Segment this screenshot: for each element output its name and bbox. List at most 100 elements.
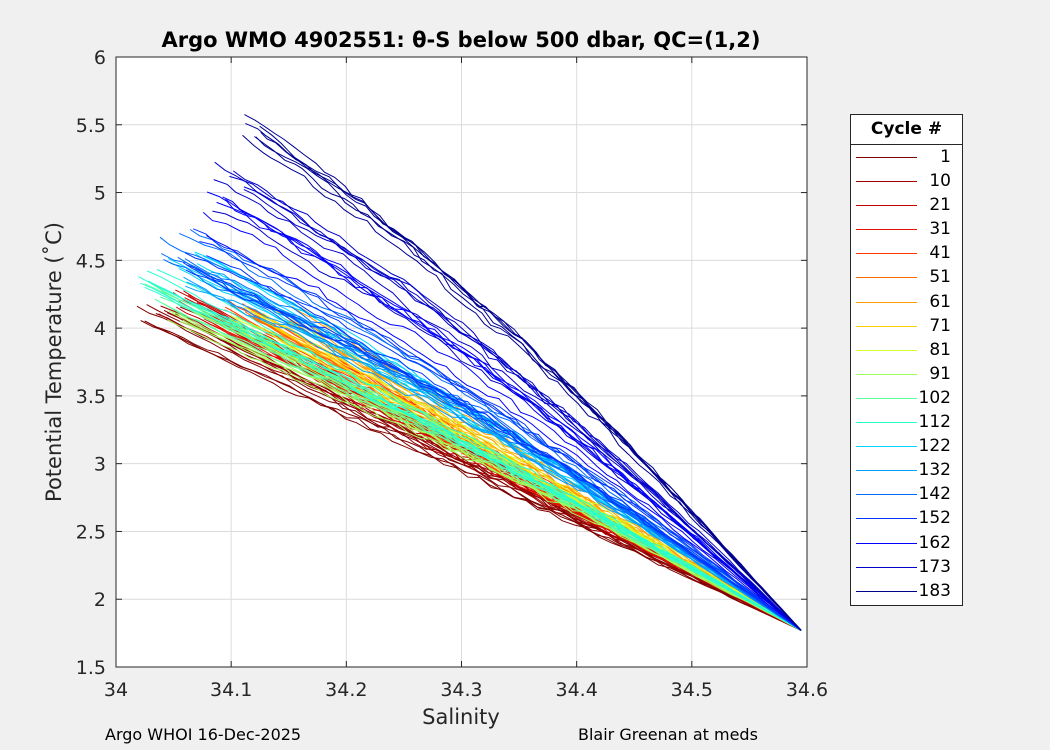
x-tick-label: 34.3 bbox=[440, 679, 482, 701]
legend-entry: 51 bbox=[851, 265, 962, 289]
legend-line-swatch bbox=[856, 446, 917, 448]
y-tick-label: 2.5 bbox=[76, 521, 106, 543]
legend-label: 31 bbox=[929, 219, 951, 240]
profile-line bbox=[144, 320, 802, 631]
legend-entry: 81 bbox=[851, 338, 962, 362]
profile-line bbox=[163, 258, 802, 631]
legend-line-swatch bbox=[856, 590, 917, 592]
legend-label: 122 bbox=[918, 436, 951, 457]
legend-entry: 183 bbox=[851, 579, 962, 603]
profile-line bbox=[212, 210, 802, 631]
legend-line-swatch bbox=[856, 349, 917, 351]
legend-entry: 102 bbox=[851, 386, 962, 410]
profile-line bbox=[166, 312, 802, 631]
legend-label: 1 bbox=[940, 147, 951, 167]
legend-line-swatch bbox=[856, 205, 917, 207]
legend-entry: 71 bbox=[851, 314, 962, 338]
legend-line-swatch bbox=[856, 566, 917, 568]
legend-label: 21 bbox=[929, 195, 951, 216]
footer-right-text: Blair Greenan at meds bbox=[578, 725, 758, 744]
legend-label: 81 bbox=[929, 339, 951, 360]
legend-entry: 41 bbox=[851, 241, 962, 265]
legend-line-swatch bbox=[856, 518, 917, 520]
legend-label: 173 bbox=[918, 556, 951, 577]
legend-entry: 162 bbox=[851, 531, 962, 555]
legend-label: 51 bbox=[929, 267, 951, 288]
legend-line-swatch bbox=[856, 494, 917, 496]
x-axis-ticks: 34 34.1 34.2 34.3 34.4 34.5 34.6 bbox=[104, 57, 828, 701]
y-tick-label: 3.5 bbox=[76, 386, 106, 408]
profile-line bbox=[185, 269, 802, 631]
profile-line bbox=[255, 136, 802, 631]
legend-entry: 112 bbox=[851, 410, 962, 434]
x-tick-label: 34.4 bbox=[556, 679, 598, 701]
profile-line bbox=[206, 235, 802, 631]
legend-label: 91 bbox=[929, 363, 951, 384]
legend-line-swatch bbox=[856, 181, 917, 183]
y-tick-label: 5 bbox=[94, 183, 106, 205]
legend-line-swatch bbox=[856, 397, 917, 399]
legend-line-swatch bbox=[856, 301, 917, 303]
legend-entry: 122 bbox=[851, 434, 962, 458]
legend-entry: 1 bbox=[851, 145, 962, 169]
footer-left-text: Argo WHOI 16-Dec-2025 bbox=[105, 725, 302, 744]
y-tick-label: 4.5 bbox=[76, 250, 106, 272]
y-tick-label: 6 bbox=[94, 47, 106, 69]
profile-line bbox=[206, 191, 802, 631]
legend-line-swatch bbox=[856, 373, 917, 375]
legend-entry: 61 bbox=[851, 290, 962, 314]
profile-line bbox=[144, 286, 802, 631]
legend-label: 10 bbox=[929, 171, 951, 192]
legend-line-swatch bbox=[856, 422, 917, 424]
legend-line-swatch bbox=[856, 277, 917, 279]
legend-label: 132 bbox=[918, 460, 951, 481]
profile-line bbox=[179, 320, 802, 631]
profile-line bbox=[147, 280, 802, 631]
x-tick-label: 34 bbox=[104, 679, 128, 701]
x-tick-label: 34.6 bbox=[786, 679, 828, 701]
y-tick-label: 2 bbox=[94, 589, 106, 611]
profile-line bbox=[199, 241, 802, 631]
y-axis-label: Potential Temperature (˚C) bbox=[42, 222, 66, 502]
legend-label: 112 bbox=[918, 412, 951, 433]
x-tick-label: 34.5 bbox=[671, 679, 713, 701]
legend-line-swatch bbox=[856, 229, 917, 231]
x-axis-label: Salinity bbox=[422, 705, 500, 729]
x-tick-label: 34.1 bbox=[210, 679, 252, 701]
profile-line bbox=[184, 252, 802, 631]
profiles bbox=[136, 114, 802, 631]
profile-line bbox=[154, 298, 802, 631]
legend-label: 162 bbox=[918, 532, 951, 553]
legend: Cycle # 1 10 21 31 41 51 61 71 81 91 102 112 122 132 1… bbox=[850, 114, 963, 606]
chart-title: Argo WMO 4902551: θ-S below 500 dbar, QC… bbox=[162, 28, 761, 52]
profile-line bbox=[245, 122, 802, 631]
legend-rows: 1 10 21 31 41 51 61 71 81 91 102 112 122 132 142 152 162… bbox=[851, 145, 962, 603]
legend-entry: 21 bbox=[851, 193, 962, 217]
y-tick-label: 5.5 bbox=[76, 115, 106, 137]
legend-label: 41 bbox=[929, 243, 951, 264]
legend-label: 71 bbox=[929, 315, 951, 336]
legend-entry: 91 bbox=[851, 362, 962, 386]
x-tick-label: 34.2 bbox=[325, 679, 367, 701]
profile-line bbox=[178, 232, 802, 631]
legend-label: 152 bbox=[918, 508, 951, 529]
legend-line-swatch bbox=[856, 325, 917, 327]
profile-line bbox=[244, 114, 802, 631]
legend-label: 102 bbox=[918, 387, 951, 408]
y-tick-label: 3 bbox=[94, 454, 106, 476]
profile-line bbox=[185, 285, 802, 631]
y-tick-label: 1.5 bbox=[76, 657, 106, 679]
profile-line bbox=[242, 134, 802, 631]
profile-line bbox=[213, 179, 802, 631]
legend-entry: 132 bbox=[851, 458, 962, 482]
profile-line bbox=[222, 196, 802, 631]
legend-label: 183 bbox=[918, 580, 951, 601]
legend-line-swatch bbox=[856, 157, 917, 158]
legend-entry: 142 bbox=[851, 482, 962, 506]
legend-title: Cycle # bbox=[851, 115, 962, 145]
legend-label: 142 bbox=[918, 484, 951, 505]
legend-entry: 31 bbox=[851, 217, 962, 241]
profile-line bbox=[244, 306, 802, 631]
legend-entry: 152 bbox=[851, 506, 962, 530]
